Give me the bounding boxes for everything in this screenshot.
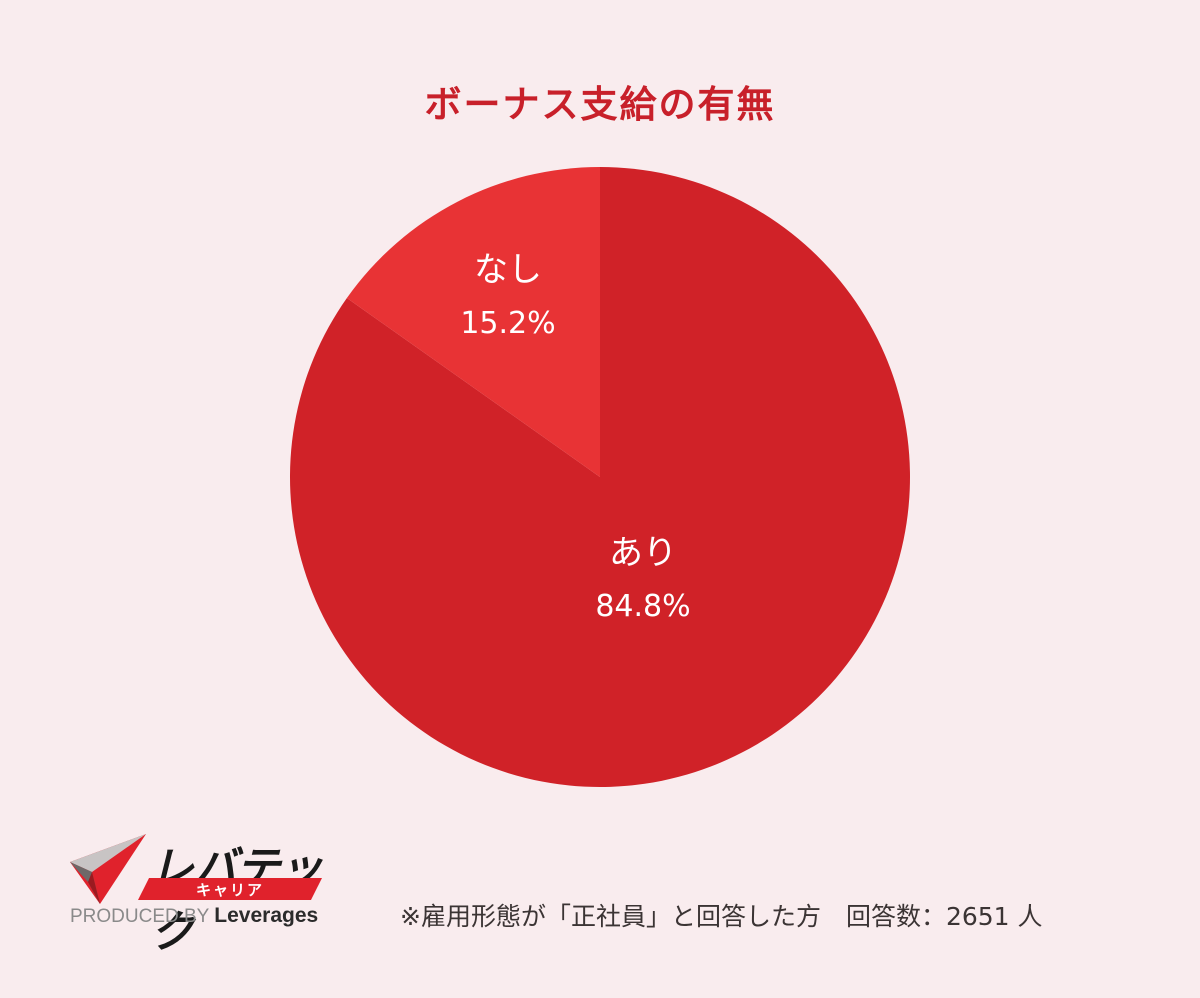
logo-sub-text: キャリア [195, 881, 264, 899]
logo-band [138, 878, 322, 900]
label-nashi-pct: 15.2% [460, 306, 556, 341]
label-ari-pct: 84.8% [595, 589, 691, 624]
levtech-career-logo: レバテック キャリア PRODUCED BY Leverages [66, 832, 336, 958]
pie-slice-nashi [346, 167, 600, 477]
label-nashi-name: なし [474, 250, 542, 290]
produced-by-label: PRODUCED BY [70, 906, 210, 927]
produced-by: PRODUCED BY Leverages [70, 904, 318, 928]
label-ari: あり 84.8% [595, 533, 690, 627]
brand-name: Leverages [214, 904, 319, 927]
chart-title: ボーナス支給の有無 [424, 83, 776, 126]
logo-mark-icon [70, 834, 146, 904]
footnote: ※雇用形態が「正社員」と回答した方 回答数：2651 人 [400, 902, 1043, 931]
pie-slice-ari [289, 167, 910, 787]
label-ari-name: あり [609, 533, 677, 573]
label-nashi: なし 15.2% [460, 250, 555, 344]
